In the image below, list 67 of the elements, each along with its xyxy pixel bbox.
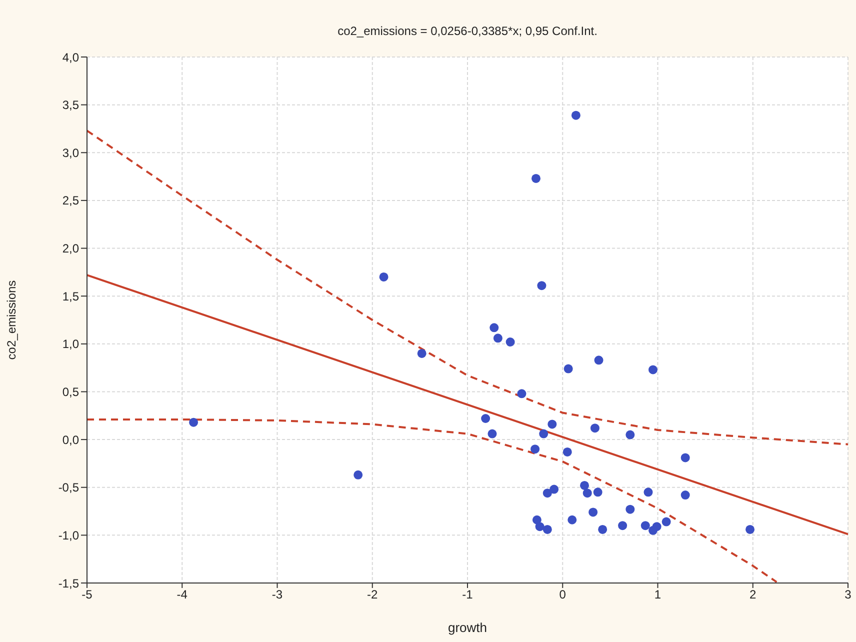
y-tick-label: -1,5 — [58, 576, 80, 590]
point — [593, 488, 602, 497]
point — [379, 272, 388, 282]
point — [490, 323, 499, 332]
point — [562, 447, 572, 456]
point — [648, 365, 658, 374]
point — [571, 110, 580, 120]
point — [626, 504, 635, 514]
x-tick-label: -5 — [82, 588, 93, 602]
point — [680, 490, 690, 500]
point — [542, 524, 552, 534]
x-tick-label: -3 — [272, 588, 283, 602]
point — [517, 389, 526, 398]
point — [542, 488, 552, 498]
point — [618, 521, 628, 530]
point — [531, 174, 540, 183]
point — [530, 444, 540, 454]
y-tick-label: 4,0 — [62, 50, 80, 64]
point — [564, 364, 573, 374]
x-tick-label: -4 — [176, 588, 188, 602]
x-tick-label: 2 — [750, 588, 757, 602]
point — [644, 488, 653, 497]
point — [548, 420, 557, 429]
point — [590, 424, 600, 433]
point — [493, 334, 502, 343]
y-tick-label: -1,0 — [58, 528, 80, 542]
point — [481, 414, 490, 424]
point — [662, 517, 671, 526]
chart-title: co2_emissions = 0,0256-0,3385*x; 0,95 Conf.Int. — [336, 24, 598, 38]
y-tick-label: 3,5 — [62, 98, 80, 112]
point — [588, 508, 598, 517]
x-tick-label: 1 — [654, 588, 662, 602]
point — [580, 480, 590, 490]
y-tick-label: 0,0 — [62, 432, 80, 447]
point — [550, 484, 559, 494]
x-tick-label: -1 — [462, 588, 474, 602]
point — [594, 356, 604, 365]
line-series — [87, 130, 848, 446]
y-tick-label: 0,5 — [62, 384, 80, 399]
x-tick-label: 0 — [559, 588, 566, 602]
point — [652, 522, 662, 532]
point — [189, 418, 198, 427]
point — [568, 515, 577, 524]
y-tick-label: 1,0 — [62, 337, 80, 352]
y-tick-label: -0,5 — [58, 480, 80, 495]
x-tick-label: -2 — [367, 588, 378, 602]
x-tick-label: 3 — [844, 588, 852, 602]
point — [582, 488, 592, 498]
point — [417, 348, 426, 358]
point — [488, 429, 497, 438]
x-axis-title: growth — [448, 620, 488, 635]
y-tick-label: 1,5 — [62, 289, 80, 304]
y-tick-label: 2,0 — [62, 242, 80, 256]
point — [506, 337, 515, 346]
line-series — [87, 418, 778, 583]
point — [640, 521, 650, 530]
point — [537, 281, 546, 290]
point — [535, 522, 544, 532]
point — [354, 470, 363, 480]
point — [680, 453, 690, 462]
point — [598, 524, 608, 534]
y-tick-label: 3,0 — [62, 146, 80, 160]
point — [746, 524, 755, 534]
y-axis-title: co2_emissions — [4, 280, 18, 360]
y-tick-label: 2,5 — [62, 194, 80, 208]
point — [539, 429, 548, 438]
point — [626, 430, 635, 440]
